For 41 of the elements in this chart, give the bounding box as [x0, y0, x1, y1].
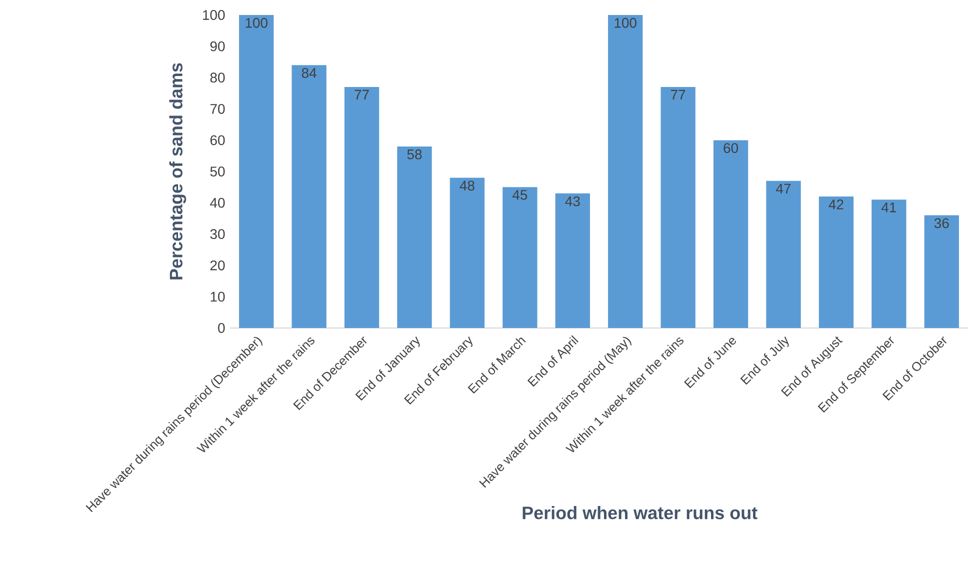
y-axis-title: Percentage of sand dams: [169, 63, 186, 280]
bar: [292, 65, 326, 328]
data-label: 100: [246, 18, 268, 28]
bar: [450, 178, 485, 328]
data-label: 77: [670, 90, 686, 100]
data-label: 41: [881, 202, 896, 212]
bar: [555, 193, 590, 328]
bar: [766, 180, 801, 328]
y-tick-label: 30: [210, 229, 225, 240]
data-label: 84: [302, 68, 316, 78]
data-label: 48: [460, 180, 474, 191]
y-tick-label: 40: [210, 198, 225, 208]
y-tick-label: 10: [210, 292, 225, 302]
y-tick-label: 100: [203, 10, 225, 20]
y-tick-label: 0: [218, 323, 225, 333]
y-tick-label: 50: [210, 166, 225, 176]
bar: [713, 140, 748, 328]
data-label: 42: [828, 199, 844, 210]
y-tick-label: 80: [210, 72, 225, 83]
bar: [872, 200, 906, 328]
data-label: 45: [512, 190, 528, 200]
bar: [818, 196, 854, 328]
x-axis-title: Period when water runs out: [522, 506, 758, 520]
data-label: 47: [776, 184, 791, 194]
bar: [397, 146, 432, 328]
bar: [239, 14, 274, 328]
y-tick-label: 70: [210, 104, 225, 114]
data-label: 100: [614, 18, 636, 28]
data-label: 58: [407, 149, 422, 160]
data-label: 43: [565, 196, 580, 206]
bar: [502, 187, 538, 328]
y-tick-label: 60: [210, 135, 225, 146]
data-label: 77: [354, 90, 369, 100]
bar: [924, 215, 959, 328]
y-tick-label: 20: [210, 260, 225, 270]
y-tick-label: 90: [210, 41, 225, 52]
data-label: 36: [934, 218, 949, 228]
bar: [660, 86, 696, 328]
bar: [608, 14, 643, 328]
data-label: 60: [724, 143, 738, 154]
bar: [344, 86, 380, 328]
